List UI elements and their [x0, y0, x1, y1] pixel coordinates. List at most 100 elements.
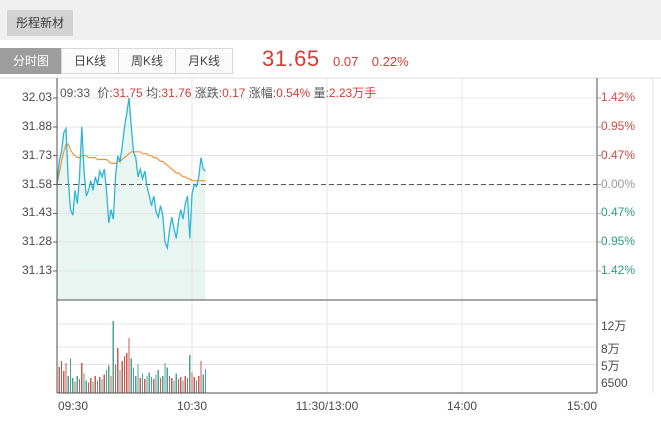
pct-tick-label: 1.42% [601, 90, 636, 104]
pct-tick-label: 0.47% [601, 147, 636, 162]
volume-bar [60, 360, 63, 393]
volume-bar [81, 363, 83, 393]
volume-bar [175, 373, 177, 393]
volume-bar [63, 371, 65, 393]
volume-bar [72, 378, 74, 393]
quote-change: 0.07 [333, 54, 359, 69]
pct-tick-label: 0.00% [601, 176, 636, 191]
quote-price: 31.65 [262, 46, 320, 71]
volume-bar [99, 376, 101, 393]
volume-bar [204, 368, 207, 393]
time-tick-label: 09:30 [58, 399, 89, 413]
volume-bar [159, 378, 162, 393]
price-tick-label: 32.03 [21, 90, 52, 104]
crosshair-info-bar: 09:33 价:31.75 均:31.76 涨跌:0.17 涨幅:0.54% 量… [60, 84, 376, 101]
volume-bar [110, 375, 112, 394]
volume-bar [202, 374, 204, 393]
volume-bar [76, 375, 78, 394]
volume-bar [103, 374, 105, 393]
volume-bar [191, 372, 193, 393]
volume-bar [146, 375, 148, 394]
average-price-line [56, 143, 206, 185]
volume-bar [108, 365, 110, 393]
info-label-2: 涨跌: [191, 86, 223, 100]
volume-bar [137, 364, 139, 394]
quote-change-pct: 0.22% [371, 54, 409, 69]
volume-bar [182, 380, 184, 393]
volume-bar [198, 375, 200, 394]
tab-1[interactable]: 日K线 [61, 48, 119, 74]
info-label-4: 量: [310, 86, 329, 100]
volume-bar [195, 380, 198, 393]
volume-tick-label: 6500 [601, 376, 628, 390]
info-value-3: 0.54% [276, 86, 311, 100]
price-line [56, 97, 206, 251]
volume-bar [83, 373, 85, 393]
tab-2[interactable]: 周K线 [118, 48, 176, 74]
volume-bar [112, 321, 114, 393]
volume-bar [189, 355, 191, 393]
volume-bar [126, 352, 128, 394]
tab-3[interactable]: 月K线 [175, 48, 233, 74]
time-tick-label: 14:00 [446, 399, 478, 413]
volume-bar [87, 382, 90, 393]
volume-bar [180, 376, 182, 393]
info-label-1: 均: [142, 86, 162, 100]
pct-tick-label: 0.47% [601, 205, 636, 220]
volume-bar [193, 376, 195, 393]
quote-block: 31.65 0.07 0.22% [262, 46, 409, 72]
volume-bar [128, 337, 130, 393]
volume-bar [157, 370, 159, 393]
volume-bar [141, 373, 144, 393]
volume-bar [168, 375, 171, 394]
volume-bar [173, 380, 175, 393]
price-tick-label: 31.73 [21, 147, 52, 162]
volume-bar [166, 367, 168, 393]
time-tick-label: 11:30/13:00 [295, 399, 359, 413]
price-area-fill [57, 98, 206, 300]
volume-bar [90, 378, 92, 393]
time-tick-label: 15:00 [566, 399, 597, 413]
volume-bar [148, 372, 150, 393]
volume-bar [85, 380, 87, 393]
price-tick-label: 31.13 [21, 263, 52, 277]
volume-bar [78, 379, 81, 393]
price-tick-label: 31.58 [21, 176, 52, 191]
volume-bar [184, 375, 186, 394]
volume-bar [123, 356, 126, 393]
volume-bar [119, 370, 121, 393]
info-label-0: 价: [94, 86, 113, 100]
time-tick-label: 10:30 [176, 399, 208, 413]
pct-tick-label: 1.42% [601, 263, 636, 277]
volume-bar [171, 378, 173, 393]
volume-bar [74, 381, 76, 393]
volume-bar [164, 363, 166, 393]
volume-tick-label: 12万 [601, 319, 627, 333]
volume-bar [155, 374, 157, 393]
volume-bar [101, 379, 103, 393]
volume-bar [162, 375, 164, 394]
volume-bar [130, 358, 132, 393]
price-tick-label: 31.28 [21, 234, 52, 249]
volume-bar [177, 379, 180, 393]
info-label-3: 涨幅: [245, 86, 277, 100]
volume-bar [150, 376, 153, 393]
volume-bar [117, 348, 119, 393]
volume-bar [200, 360, 202, 393]
price-tick-label: 31.88 [21, 118, 52, 133]
price-tick-label: 31.43 [21, 205, 52, 220]
volume-bar [132, 367, 135, 393]
stock-name-tab[interactable]: 彤程新材 [7, 10, 74, 36]
volume-bar [94, 375, 96, 394]
info-value-0: 31.75 [112, 86, 143, 100]
volume-bar [114, 364, 117, 394]
info-value-2: 0.17 [222, 86, 246, 100]
info-time: 09:33 [60, 86, 91, 100]
volume-bar [153, 379, 155, 393]
info-value-4: 2.23万手 [328, 86, 377, 100]
chart-type-tabs: 分时图 日K线 周K线 月K线 [0, 48, 233, 74]
volume-bar [58, 367, 60, 393]
volume-tick-label: 8万 [601, 342, 620, 356]
